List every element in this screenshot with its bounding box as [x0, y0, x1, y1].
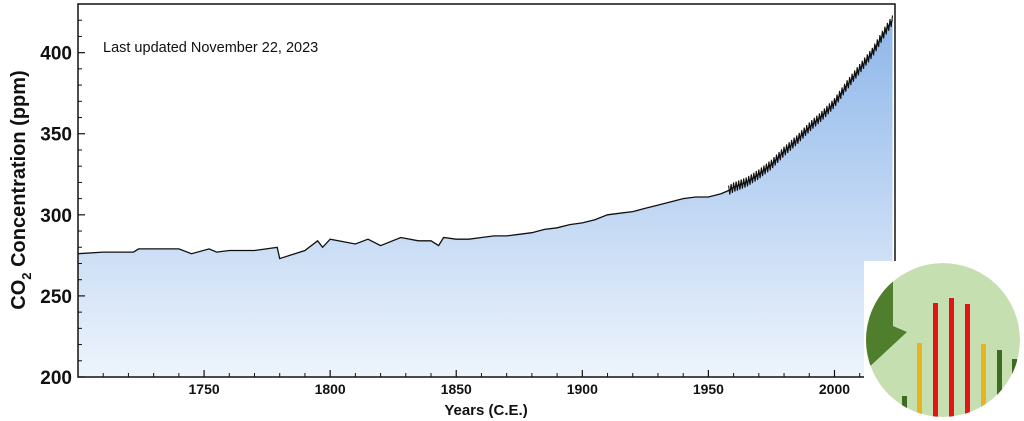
badge-bar — [965, 304, 970, 417]
badge-bar — [933, 303, 938, 417]
badge-bar — [902, 396, 907, 417]
y-tick-label: 200 — [40, 368, 72, 389]
badge-leaf-shape — [866, 280, 907, 370]
y-axis: 200 250 300 350 400 — [40, 19, 85, 389]
badge-bar — [949, 298, 954, 417]
co2-seasonal-cycle — [728, 15, 894, 195]
x-axis: 1750 1800 1850 1900 1950 2000 — [102, 370, 886, 397]
x-tick-label: 1950 — [693, 381, 724, 397]
x-tick-label: 1850 — [441, 381, 472, 397]
x-axis-title: Years (C.E.) — [444, 402, 527, 419]
x-tick-label: 1800 — [315, 381, 346, 397]
climate-logo-badge — [866, 263, 1020, 417]
last-updated-annotation: Last updated November 22, 2023 — [103, 40, 318, 56]
y-tick-label: 300 — [40, 206, 72, 227]
y-tick-label: 350 — [40, 125, 72, 146]
badge-bar — [997, 350, 1002, 417]
x-tick-label: 1750 — [189, 381, 220, 397]
x-tick-label: 2000 — [819, 381, 850, 397]
y-tick-label: 250 — [40, 287, 72, 308]
y-tick-label: 400 — [40, 44, 72, 65]
y-axis-title-rest: Concentration (ppm) — [8, 70, 30, 272]
badge-bar — [981, 344, 986, 417]
badge-bar — [917, 343, 922, 417]
x-tick-label: 1900 — [567, 381, 598, 397]
co2-area-fill — [78, 20, 893, 377]
y-axis-title-subscript: 2 — [19, 272, 34, 279]
plot-frame — [77, 3, 896, 378]
y-axis-title-main: CO — [8, 280, 30, 310]
y-axis-title: CO2 Concentration (ppm) — [8, 70, 34, 309]
